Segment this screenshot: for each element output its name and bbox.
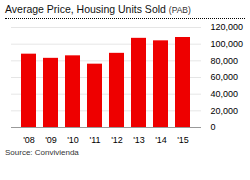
svg-text:120,000: 120,000	[211, 22, 244, 32]
svg-text:40,000: 40,000	[211, 89, 239, 99]
svg-text:'11: '11	[89, 135, 100, 145]
svg-text:'10: '10	[67, 135, 79, 145]
html-text:Source: Convivienda: Source: Convivienda	[5, 148, 79, 157]
svg-text:'13: '13	[133, 135, 145, 145]
svg-text:60,000: 60,000	[211, 72, 239, 82]
svg-text:80,000: 80,000	[211, 56, 239, 66]
svg-text:'12: '12	[111, 135, 123, 145]
svg-text:0: 0	[211, 122, 216, 132]
svg-text:'09: '09	[45, 135, 57, 145]
svg-text:100,000: 100,000	[211, 39, 244, 49]
svg-text:'08: '08	[23, 135, 35, 145]
svg-text:'15: '15	[177, 135, 189, 145]
svg-text:20,000: 20,000	[211, 106, 239, 116]
svg-text:'14: '14	[155, 135, 167, 145]
html-text:Average Price, Housing Units S: Average Price, Housing Units Sold(PAB)	[5, 3, 191, 15]
